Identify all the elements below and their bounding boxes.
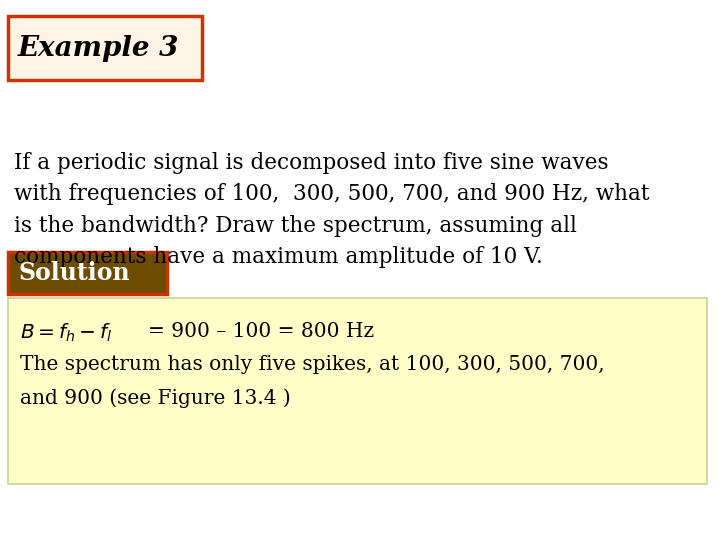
Text: If a periodic signal is decomposed into five sine waves
with frequencies of 100,: If a periodic signal is decomposed into … [14, 152, 649, 268]
FancyBboxPatch shape [8, 16, 202, 80]
Text: = 900 – 100 = 800 Hz: = 900 – 100 = 800 Hz [148, 322, 374, 341]
Text: Solution: Solution [18, 261, 130, 285]
FancyBboxPatch shape [8, 298, 707, 484]
Text: The spectrum has only five spikes, at 100, 300, 500, 700,: The spectrum has only five spikes, at 10… [20, 355, 605, 374]
Text: $\mathit{B} = \mathit{f}_h - \mathit{f}_l$: $\mathit{B} = \mathit{f}_h - \mathit{f}_… [20, 322, 113, 345]
FancyBboxPatch shape [8, 252, 167, 294]
Text: and 900 (see Figure 13.4 ): and 900 (see Figure 13.4 ) [20, 388, 291, 408]
Text: Example 3: Example 3 [18, 35, 179, 62]
